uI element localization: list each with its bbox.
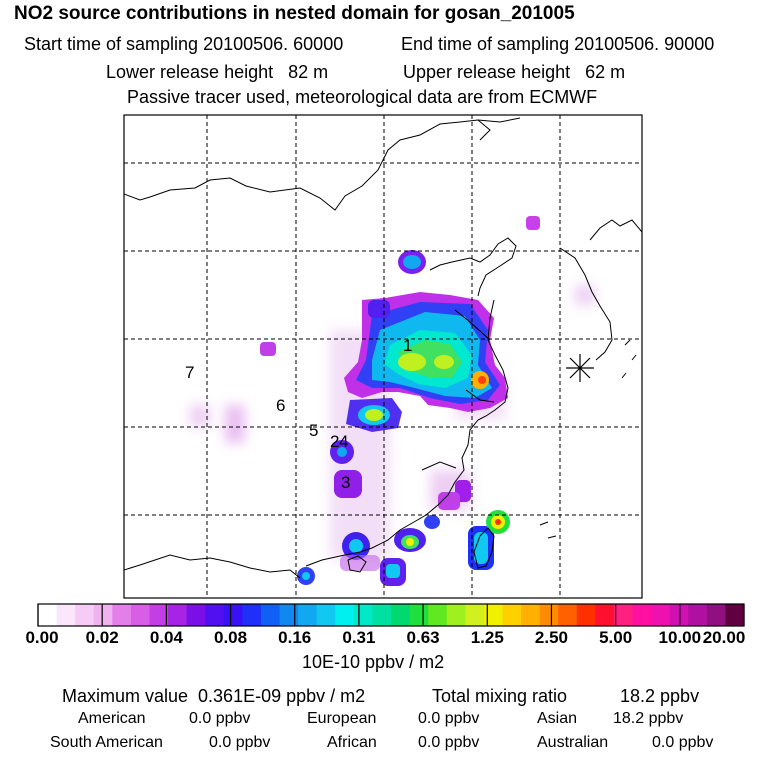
asian-value: 18.2 ppbv <box>613 710 684 727</box>
tracer-note: Passive tracer used, meteorological data… <box>127 87 598 107</box>
colorbar-tick-label: 0.08 <box>213 628 248 647</box>
start-time-label: Start time of sampling 20100506. 60000 <box>24 34 344 54</box>
end-time-label: End time of sampling 20100506. 90000 <box>401 34 715 54</box>
australian-label: Australian <box>537 734 609 751</box>
australian-value: 0.0 ppbv <box>652 734 714 751</box>
region-label-7: 7 <box>185 363 194 382</box>
upper-release-label: Upper release height 62 m <box>403 62 626 82</box>
colorbar-tick-label: 0.04 <box>149 628 183 647</box>
total-mixing-label: Total mixing ratio <box>432 686 568 706</box>
plot-title: NO2 source contributions in nested domai… <box>14 3 575 24</box>
south-american-value: 0.0 ppbv <box>209 734 271 751</box>
region-label-2: 2 <box>330 432 339 451</box>
map-panel: 1 2 4 5 6 7 3 <box>123 114 643 599</box>
european-value: 0.0 ppbv <box>418 710 480 727</box>
colorbar-tick-label: 0.31 <box>342 628 376 647</box>
region-label-6: 6 <box>276 396 285 415</box>
colorbar-tick-label: 0.16 <box>278 628 312 647</box>
gridlines <box>124 115 642 598</box>
south-american-label: South American <box>50 734 163 751</box>
colorbar-tick-label: 20.00 <box>702 628 746 647</box>
colorbar-units: 10E-10 ppbv / m2 <box>302 652 445 672</box>
map-frame <box>123 114 643 599</box>
colorbar-tick-label: 0.63 <box>406 628 440 647</box>
region-label-4: 4 <box>339 432 348 451</box>
region-label-1: 1 <box>403 336 412 355</box>
asian-label: Asian <box>537 710 578 727</box>
asterisk-receptor-icon <box>566 354 594 382</box>
colorbar-tick-label: 1.25 <box>470 628 504 647</box>
colorbar-tick-label: 0.00 <box>25 628 59 647</box>
region-label-5: 5 <box>309 421 318 440</box>
colorbar-tick-label: 5.00 <box>599 628 633 647</box>
colorbar-tick-label: 10.00 <box>658 628 702 647</box>
african-label: African <box>327 734 377 751</box>
total-mixing-value: 18.2 ppbv <box>620 686 700 706</box>
american-value: 0.0 ppbv <box>189 710 251 727</box>
max-value-label: Maximum value 0.361E-09 ppbv / m2 <box>62 686 366 706</box>
colorbar-tick-label: 2.50 <box>534 628 568 647</box>
contribution-field <box>260 216 540 586</box>
lower-release-label: Lower release height 82 m <box>106 62 329 82</box>
european-label: European <box>307 710 377 727</box>
colorbar-tick-label: 0.02 <box>85 628 119 647</box>
american-label: American <box>78 710 146 727</box>
region-label-3: 3 <box>341 473 350 492</box>
african-value: 0.0 ppbv <box>418 734 480 751</box>
